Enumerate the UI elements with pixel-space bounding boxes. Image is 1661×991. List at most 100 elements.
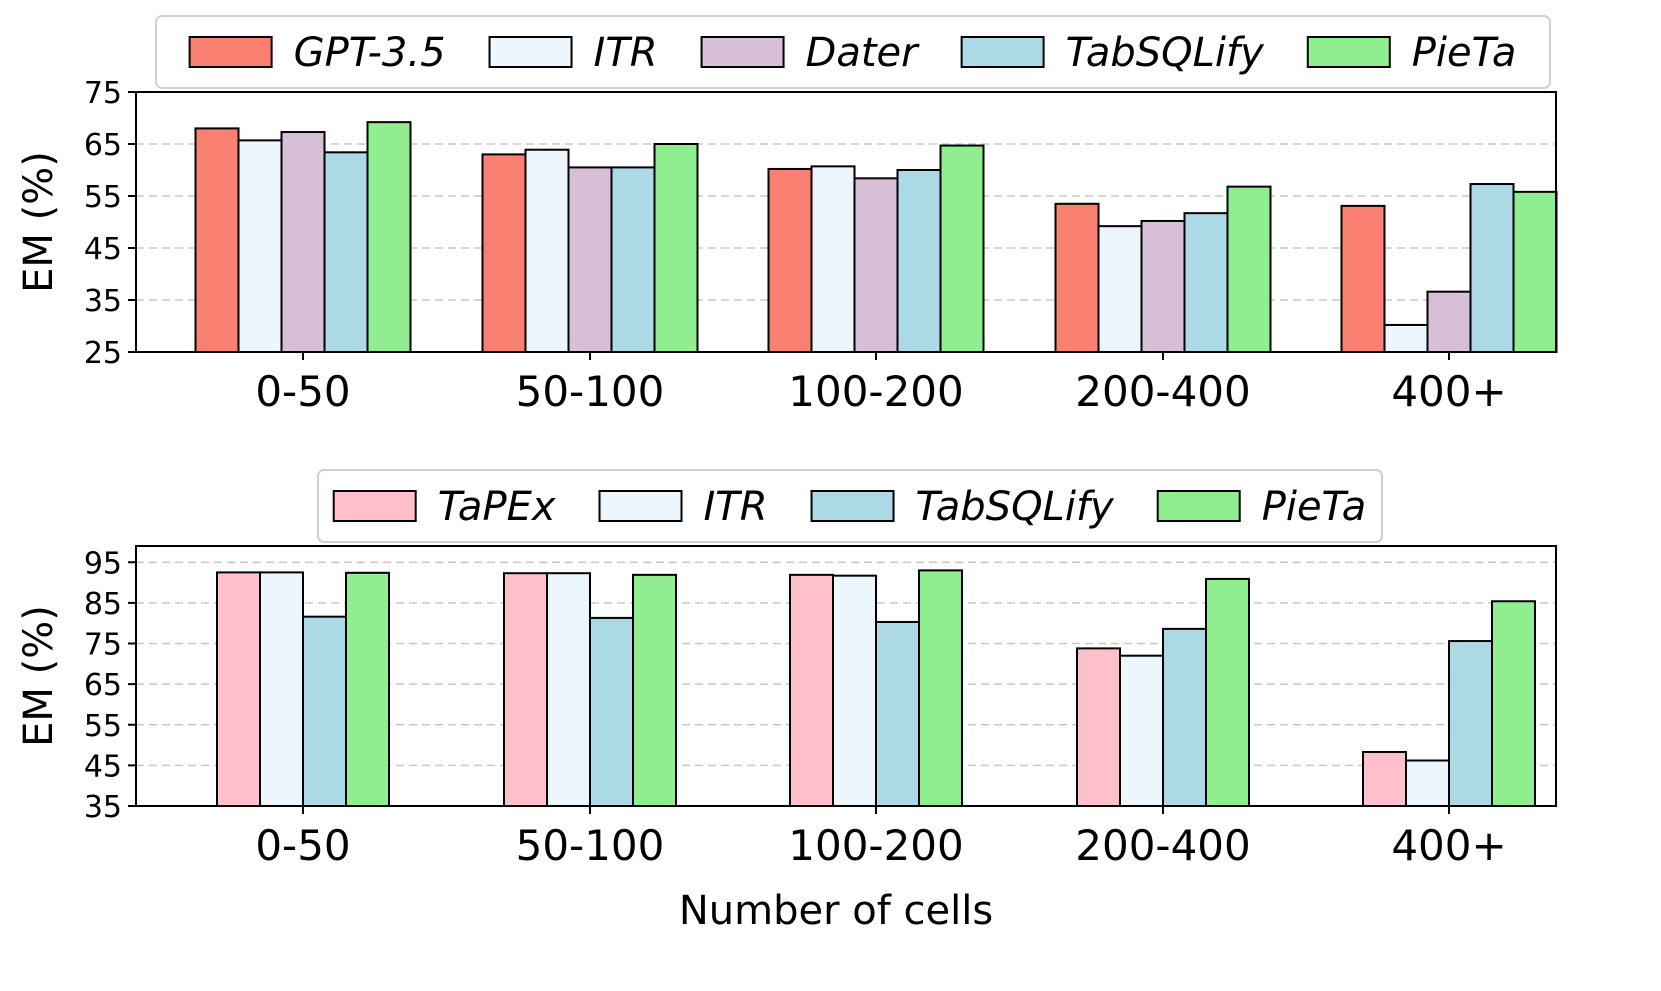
y-tick-label: 35 (84, 284, 122, 319)
bar-pieta-400- (1512, 190, 1558, 353)
legend-item-pieta: PieTa (1156, 484, 1367, 530)
bar-dater-50-100 (567, 166, 613, 353)
bar-gpt-3-5-200-400 (1054, 202, 1100, 353)
bar-itr-400- (1405, 759, 1450, 807)
legend-label: PieTa (1412, 30, 1517, 76)
x-tick-label: 200-400 (1075, 821, 1251, 870)
bar-tabsqlify-400- (1448, 640, 1493, 807)
bar-tapex-400- (1362, 750, 1407, 807)
legend-swatch (1306, 36, 1391, 68)
y-tick-label: 35 (84, 790, 122, 825)
chart-panel-2: 35 45 55 65 75 85 95 0-50 50-100 100-200 200-400 40… (16, 469, 1557, 934)
x-tick-label: 100-200 (788, 367, 964, 416)
legend-label: Dater (806, 30, 921, 76)
legend-label: TaPEx (438, 484, 556, 530)
legend-item-itr: ITR (598, 484, 768, 530)
bar-itr-50-100 (524, 148, 570, 353)
bar-dater-100-200 (853, 177, 899, 353)
legend-label: GPT-3.5 (294, 30, 446, 76)
x-tick-label: 50-100 (516, 367, 665, 416)
bar-tabsqlify-50-100 (610, 166, 656, 353)
y-tick-label: 65 (84, 128, 122, 163)
bar-tapex-100-200 (789, 573, 834, 807)
legend-swatch (188, 36, 273, 68)
bar-itr-100-200 (832, 574, 877, 807)
legend-swatch (700, 36, 785, 68)
legend-item-itr: ITR (488, 30, 658, 76)
legend-label: ITR (594, 30, 658, 76)
bar-pieta-200-400 (1205, 577, 1250, 807)
x-tick-label: 100-200 (788, 821, 964, 870)
bar-pieta-400- (1491, 600, 1536, 807)
bar-tapex-0-50 (216, 571, 261, 807)
legend-item-pieta: PieTa (1306, 30, 1517, 76)
bar-tabsqlify-200-400 (1162, 627, 1207, 807)
bar-gpt-3-5-400- (1340, 204, 1386, 353)
plot-frame (135, 545, 1557, 807)
bar-tabsqlify-400- (1469, 183, 1515, 353)
bar-pieta-50-100 (653, 143, 699, 353)
legend-swatch (332, 490, 417, 522)
legend-swatch (598, 490, 683, 522)
legend-item-tabsqlify: TabSQLify (960, 30, 1265, 76)
bar-tapex-50-100 (503, 572, 548, 807)
bar-tabsqlify-0-50 (302, 615, 347, 807)
bar-gpt-3-5-100-200 (767, 167, 813, 353)
y-tick-label: 45 (84, 232, 122, 267)
x-tick-label: 400+ (1391, 367, 1506, 416)
bar-itr-100-200 (810, 165, 856, 353)
bar-pieta-50-100 (632, 573, 677, 807)
bar-itr-200-400 (1119, 654, 1164, 807)
y-tick-label: 75 (84, 628, 122, 663)
legend-item-gpt-3-5: GPT-3.5 (188, 30, 446, 76)
bar-pieta-100-200 (918, 569, 963, 807)
y-tick-label: 95 (84, 546, 122, 581)
bar-tabsqlify-100-200 (875, 620, 920, 807)
x-axis-title: Number of cells (679, 888, 993, 934)
legend-label: ITR (704, 484, 768, 530)
bar-pieta-200-400 (1226, 185, 1272, 353)
bar-tabsqlify-0-50 (323, 151, 369, 353)
legend-swatch (810, 490, 895, 522)
legend: TaPEx ITR TabSQLify PieTa (317, 469, 1383, 543)
legend-frame (155, 15, 1551, 89)
y-tick-label: 45 (84, 749, 122, 784)
bar-tabsqlify-100-200 (896, 169, 942, 353)
bar-itr-0-50 (237, 139, 283, 353)
x-tick-label: 400+ (1391, 821, 1506, 870)
legend-item-tapex: TaPEx (332, 484, 556, 530)
bar-pieta-0-50 (366, 121, 412, 353)
bar-dater-0-50 (280, 131, 326, 353)
bar-itr-0-50 (259, 571, 304, 807)
bar-dater-400- (1426, 290, 1472, 353)
legend-swatch (1156, 490, 1241, 522)
legend-swatch (960, 36, 1045, 68)
bar-itr-50-100 (546, 572, 591, 807)
bar-pieta-0-50 (345, 571, 390, 807)
x-tick-label: 0-50 (255, 821, 350, 870)
y-tick-label: 75 (84, 76, 122, 111)
legend-swatch (488, 36, 573, 68)
bar-tapex-200-400 (1076, 647, 1121, 807)
bar-pieta-100-200 (939, 144, 985, 353)
legend-label: TabSQLify (1066, 30, 1265, 76)
x-tick-label: 0-50 (255, 367, 350, 416)
bar-itr-200-400 (1097, 225, 1143, 353)
bar-tabsqlify-50-100 (589, 616, 634, 807)
y-axis-title: EM (%) (16, 605, 62, 747)
x-tick-label: 200-400 (1075, 367, 1251, 416)
bar-gpt-3-5-0-50 (194, 127, 240, 353)
bar-dater-200-400 (1140, 219, 1186, 353)
legend-label: PieTa (1262, 484, 1367, 530)
legend-item-dater: Dater (700, 30, 921, 76)
bar-tabsqlify-200-400 (1183, 212, 1229, 353)
y-tick-label: 85 (84, 587, 122, 622)
y-tick-label: 55 (84, 180, 122, 215)
plot-frame (135, 91, 1557, 353)
legend: GPT-3.5 ITR Dater TabSQLify PieTa (155, 15, 1551, 89)
y-tick-label: 65 (84, 668, 122, 703)
legend-label: TabSQLify (916, 484, 1115, 530)
y-tick-label: 55 (84, 709, 122, 744)
chart-panel-1: 25 35 45 55 65 75 0-50 50-100 100-200 200-400 400+… (16, 15, 1558, 416)
